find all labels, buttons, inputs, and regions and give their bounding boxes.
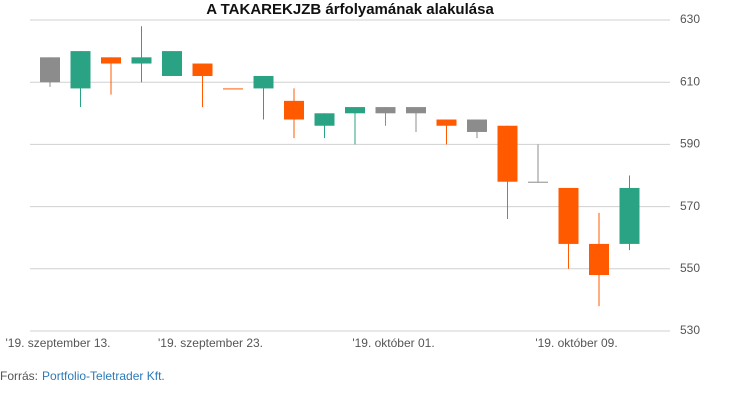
y-tick-label: 630 [680,12,700,26]
candle-body [345,107,365,114]
candle-body [314,113,335,126]
source-label: Forrás: [0,369,38,383]
candle-body [436,119,457,126]
candle-body [223,88,243,90]
y-tick-label: 530 [680,323,700,337]
candle-body [101,57,121,64]
x-tick-label: '19. szeptember 23. [158,336,263,350]
candle-body [131,57,152,64]
candle-body [162,51,182,76]
y-tick-label: 610 [680,74,700,88]
candle-body [619,187,640,244]
x-tick-label: '19. október 01. [352,336,434,350]
source-link[interactable]: Portfolio-Teletrader Kft. [42,369,165,383]
candle-body [528,181,548,183]
candle-body [375,107,396,114]
candle-body [40,57,60,83]
candle-body [70,51,91,89]
y-tick-label: 590 [680,137,700,151]
x-tick-label: '19. szeptember 13. [5,336,110,350]
candle-body [558,187,579,244]
source: Forrás: Portfolio-Teletrader Kft. [0,369,165,383]
candle-body [467,119,487,132]
x-tick-label: '19. október 09. [535,336,617,350]
y-tick-label: 550 [680,261,700,275]
candle-body [192,63,213,76]
y-tick-label: 570 [680,199,700,213]
candle-body [589,243,609,276]
chart-title: A TAKAREKJZB árfolyamának alakulása [206,1,494,18]
candle-body [253,75,274,89]
candle-body [497,125,518,182]
candle-body [284,100,304,120]
candle-body [406,107,426,114]
